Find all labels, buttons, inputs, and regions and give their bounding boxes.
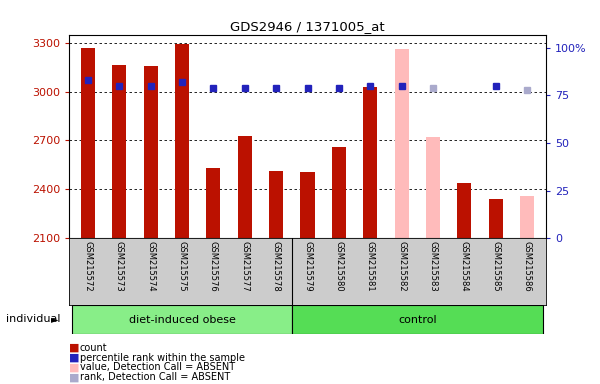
Bar [112, 65, 126, 238]
Bar [175, 44, 189, 238]
Bar [301, 172, 314, 238]
Title: GDS2946 / 1371005_at: GDS2946 / 1371005_at [230, 20, 385, 33]
Bar [520, 196, 534, 238]
Text: GSM215579: GSM215579 [303, 242, 312, 292]
Text: GSM215584: GSM215584 [460, 242, 469, 292]
Bar [238, 136, 252, 238]
Text: ■: ■ [68, 353, 79, 362]
Bar [81, 48, 95, 238]
Bar [72, 305, 292, 334]
Text: GSM215580: GSM215580 [334, 242, 343, 292]
Text: percentile rank within the sample: percentile rank within the sample [80, 353, 245, 362]
Text: GSM215578: GSM215578 [272, 242, 281, 292]
Bar [426, 137, 440, 238]
Text: GSM215576: GSM215576 [209, 242, 218, 292]
Text: GSM215574: GSM215574 [146, 242, 155, 292]
Text: GSM215585: GSM215585 [491, 242, 500, 292]
Text: diet-induced obese: diet-induced obese [128, 314, 235, 325]
Text: ►: ► [51, 314, 59, 324]
Bar [457, 183, 472, 238]
Bar [206, 168, 220, 238]
Bar [395, 49, 409, 238]
Bar [332, 147, 346, 238]
Text: GSM215573: GSM215573 [115, 242, 124, 292]
Bar [269, 171, 283, 238]
Bar [292, 305, 543, 334]
Text: ■: ■ [68, 343, 79, 353]
Text: GSM215583: GSM215583 [428, 242, 437, 292]
Text: GSM215575: GSM215575 [178, 242, 187, 292]
Bar [363, 87, 377, 238]
Text: rank, Detection Call = ABSENT: rank, Detection Call = ABSENT [80, 372, 230, 382]
Text: GSM215586: GSM215586 [523, 242, 532, 292]
Text: GSM215572: GSM215572 [83, 242, 92, 292]
Bar [489, 199, 503, 238]
Bar [143, 66, 158, 238]
Text: control: control [398, 314, 437, 325]
Text: ■: ■ [68, 372, 79, 382]
Text: ■: ■ [68, 362, 79, 372]
Text: value, Detection Call = ABSENT: value, Detection Call = ABSENT [80, 362, 235, 372]
Text: GSM215577: GSM215577 [240, 242, 249, 292]
Text: GSM215581: GSM215581 [366, 242, 375, 292]
Text: count: count [80, 343, 107, 353]
Text: individual: individual [6, 314, 61, 324]
Text: GSM215582: GSM215582 [397, 242, 406, 292]
